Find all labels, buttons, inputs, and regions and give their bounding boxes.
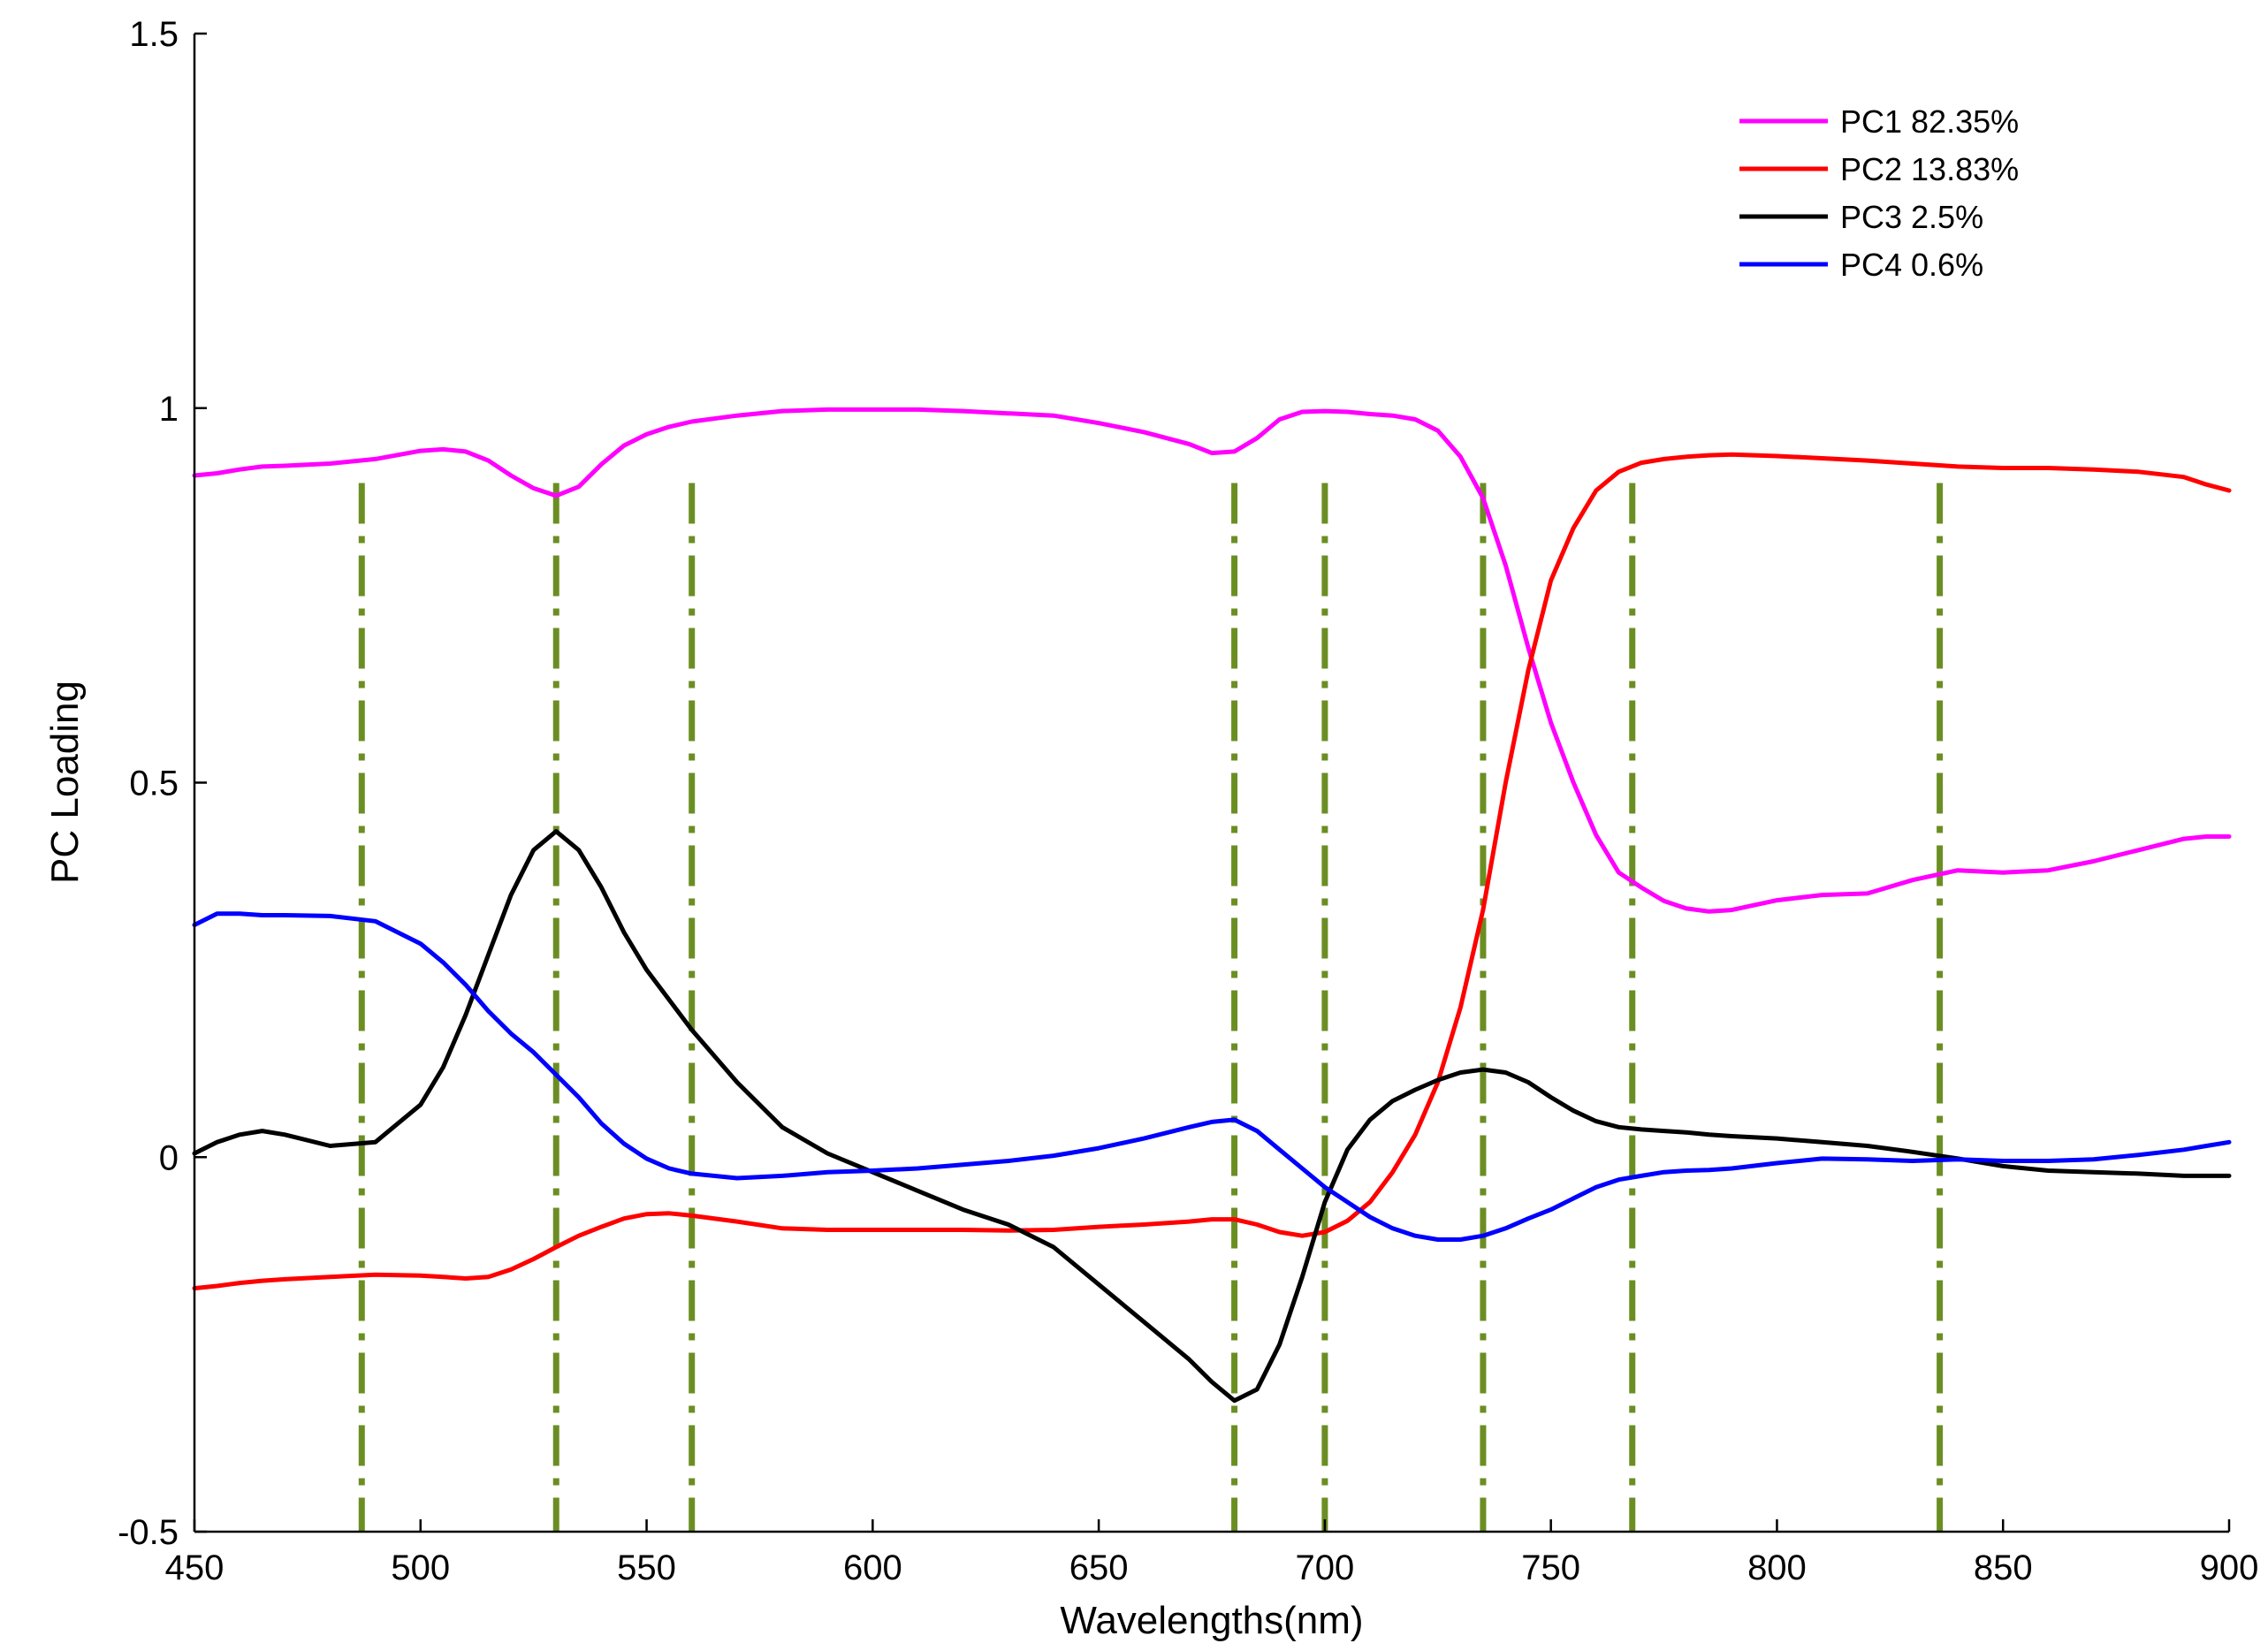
- x-tick-label: 900: [2200, 1548, 2259, 1587]
- x-axis-title: Wavelengths(nm): [1060, 1599, 1363, 1642]
- y-tick-label: 0: [159, 1138, 179, 1177]
- x-tick-label: 700: [1296, 1548, 1355, 1587]
- series-lines: [192, 407, 2232, 1404]
- series-line-pc3: [192, 829, 2232, 1404]
- x-tick-label: 550: [617, 1548, 676, 1587]
- y-tick-label: 0.5: [129, 765, 179, 803]
- y-axis-title: PC Loading: [43, 681, 87, 884]
- x-tick-label: 750: [1521, 1548, 1580, 1587]
- y-ticks: -0.5 0 0.5 1 1.5: [118, 15, 207, 1552]
- y-tick-label: 1: [159, 390, 179, 429]
- x-tick-label: 650: [1069, 1548, 1129, 1587]
- x-tick-label: 850: [1974, 1548, 2033, 1587]
- legend-label-pc1: PC1 82.35%: [1840, 103, 2019, 140]
- series-line-pc2: [192, 452, 2232, 1291]
- legend: PC1 82.35% PC2 13.83% PC3 2.5% PC4 0.6%: [1739, 103, 2019, 283]
- legend-label-pc3: PC3 2.5%: [1840, 199, 1983, 235]
- y-tick-label: 1.5: [129, 15, 179, 54]
- y-tick-label: -0.5: [118, 1513, 179, 1552]
- x-tick-label: 600: [843, 1548, 902, 1587]
- series-line-pc4: [192, 911, 2232, 1242]
- x-tick-label: 800: [1747, 1548, 1807, 1587]
- reference-lines: [358, 483, 1944, 1532]
- x-ticks: 450 500 550 600 650 700 750 800 850 900: [165, 1519, 2259, 1587]
- legend-label-pc4: PC4 0.6%: [1840, 247, 1983, 283]
- series-line-pc1: [192, 407, 2232, 914]
- legend-label-pc2: PC2 13.83%: [1840, 151, 2019, 187]
- x-tick-label: 450: [165, 1548, 225, 1587]
- x-tick-label: 500: [391, 1548, 450, 1587]
